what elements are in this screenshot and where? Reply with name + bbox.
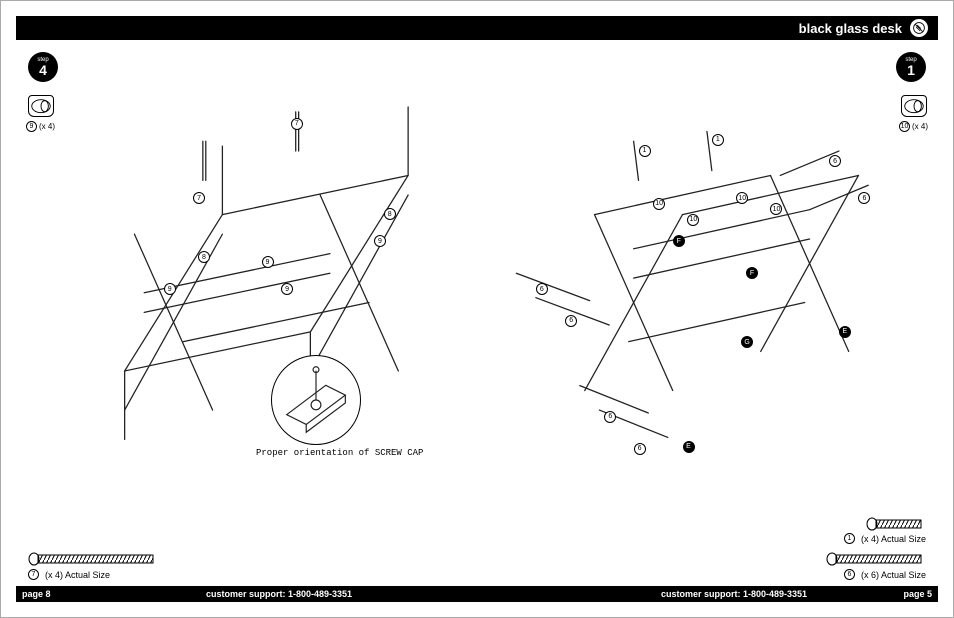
callout-9: 9 (262, 256, 274, 268)
callout-6: 6 (604, 411, 616, 423)
step-badge-4: step 4 (28, 52, 58, 82)
callout-F: F (746, 267, 758, 279)
product-title: black glass desk (799, 21, 902, 36)
part-icon-9: 9 (x 4) (26, 95, 55, 132)
callout-9: 9 (164, 283, 176, 295)
screw-icon (28, 552, 158, 566)
support-right: customer support: 1-800-489-3351 (661, 586, 807, 602)
screw-icon (866, 517, 926, 531)
no-tools-icon (910, 19, 928, 37)
step-badge-1: step 1 (896, 52, 926, 82)
detail-caption: Proper orientation of SCREW CAP (256, 448, 423, 458)
header-bar: black glass desk (16, 16, 938, 40)
screw-actual-size-6 (826, 552, 926, 566)
page-step-1: step 1 10 (x 4) (477, 40, 938, 586)
callout-7: 7 (291, 118, 303, 130)
support-left: customer support: 1-800-489-3351 (206, 586, 352, 602)
manual-spread: black glass desk page 8 customer support… (16, 16, 938, 602)
screw-actual-size-7 (28, 552, 158, 566)
page-num-right: page 5 (903, 586, 932, 602)
detail-screw-cap (271, 355, 361, 445)
callout-1: 1 (639, 145, 651, 157)
screw-caption-6: 6 (x 6) Actual Size (844, 569, 926, 580)
screw-cap-icon (28, 95, 54, 117)
callout-6: 6 (634, 443, 646, 455)
callout-6: 6 (536, 283, 548, 295)
callout-9: 9 (374, 235, 386, 247)
part-qty-9: 9 (x 4) (26, 121, 55, 132)
screw-caption-1: 1 (x 4) Actual Size (844, 533, 926, 544)
page-step-4: step 4 9 (x 4) (16, 40, 477, 586)
footer-bar: page 8 customer support: 1-800-489-3351 … (16, 586, 938, 602)
part-qty-10: 10 (x 4) (899, 121, 928, 132)
assembly-diagram-step4: 77899998 (66, 70, 457, 496)
screw-cap-icon (901, 95, 927, 117)
callout-F: F (673, 235, 685, 247)
callout-E: E (683, 441, 695, 453)
callout-E: E (839, 326, 851, 338)
page-num-left: page 8 (22, 586, 51, 602)
assembly-diagram-step1: 116610101010FFGEE6666 (487, 70, 878, 496)
screw-icon (826, 552, 926, 566)
callout-8: 8 (198, 251, 210, 263)
callout-10: 10 (653, 198, 665, 210)
part-icon-10: 10 (x 4) (899, 95, 928, 132)
screw-actual-size-1 (866, 517, 926, 531)
callout-9: 9 (281, 283, 293, 295)
screw-caption-7: 7 (x 4) Actual Size (28, 569, 110, 580)
callout-1: 1 (712, 134, 724, 146)
